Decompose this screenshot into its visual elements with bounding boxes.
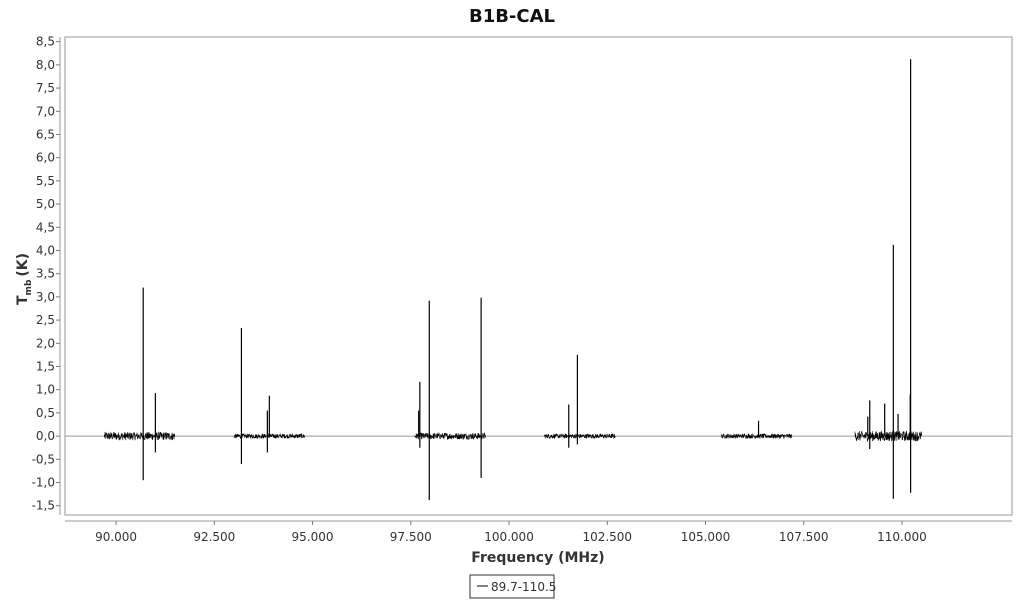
x-tick-label: 107.500: [779, 530, 829, 544]
y-tick-label: 4,0: [36, 243, 55, 257]
plot-area: [64, 36, 1013, 516]
x-tick-label: 95.000: [292, 530, 334, 544]
x-tick-label: 90.000: [95, 530, 137, 544]
y-tick-label: 8,0: [36, 58, 55, 72]
y-tick-label: 3,5: [36, 267, 55, 281]
x-tick-label: 97.500: [390, 530, 432, 544]
y-tick-label: 7,0: [36, 104, 55, 118]
x-tick-label: 102.500: [582, 530, 632, 544]
y-tick-label: 6,0: [36, 151, 55, 165]
y-tick-label: 6,5: [36, 127, 55, 141]
x-tick-label: 100.000: [484, 530, 534, 544]
x-tick-label: 92.500: [193, 530, 235, 544]
y-axis: -1,5 -1,0 -0,5 0,0 0,5 1,0 1,5 2,0 2,5 3,0 3,5 4,0 4…: [32, 35, 61, 515]
x-tick-label: 105.000: [681, 530, 731, 544]
y-tick-label: 8,5: [36, 35, 55, 49]
legend[interactable]: 89.7-110.5: [469, 574, 556, 599]
series-89.7-110.5: [103, 59, 922, 501]
spectrum-segment: [854, 430, 922, 442]
x-axis: 90.000 92.500 95.000 97.500 100.000 102.500 10…: [65, 520, 1012, 544]
y-tick-label: -0,5: [32, 452, 55, 466]
spectrum-segment: [103, 431, 176, 441]
y-tick-label: 3,0: [36, 290, 55, 304]
spectrum-segment: [233, 432, 305, 440]
y-axis-title-unit: (K): [15, 253, 31, 277]
y-tick-label: 2,0: [36, 336, 55, 350]
y-axis-title: Tmb (K): [15, 253, 34, 305]
y-tick-label: -1,5: [32, 499, 55, 513]
x-tick-label: 110.000: [877, 530, 927, 544]
y-tick-label: 7,5: [36, 81, 55, 95]
spectrum-segment: [720, 433, 793, 440]
legend-box: [469, 574, 555, 599]
legend-label: 89.7-110.5: [491, 580, 556, 594]
y-tick-label: 5,5: [36, 174, 55, 188]
chart-title: B1B-CAL: [469, 6, 555, 27]
y-tick-label: 0,0: [36, 429, 55, 443]
y-axis-title-sub: mb: [24, 279, 34, 295]
y-axis-title-main: T: [15, 295, 31, 305]
x-axis-title: Frequency (MHz): [471, 550, 604, 566]
y-tick-label: 5,0: [36, 197, 55, 211]
y-tick-label: -1,0: [32, 476, 55, 490]
y-tick-label: 2,5: [36, 313, 55, 327]
y-tick-label: 0,5: [36, 406, 55, 420]
y-tick-label: 1,5: [36, 359, 55, 373]
y-tick-label: 1,0: [36, 383, 55, 397]
y-tick-label: 4,5: [36, 220, 55, 234]
spectrum-segment: [544, 433, 616, 440]
spectrum-segment: [414, 431, 486, 441]
